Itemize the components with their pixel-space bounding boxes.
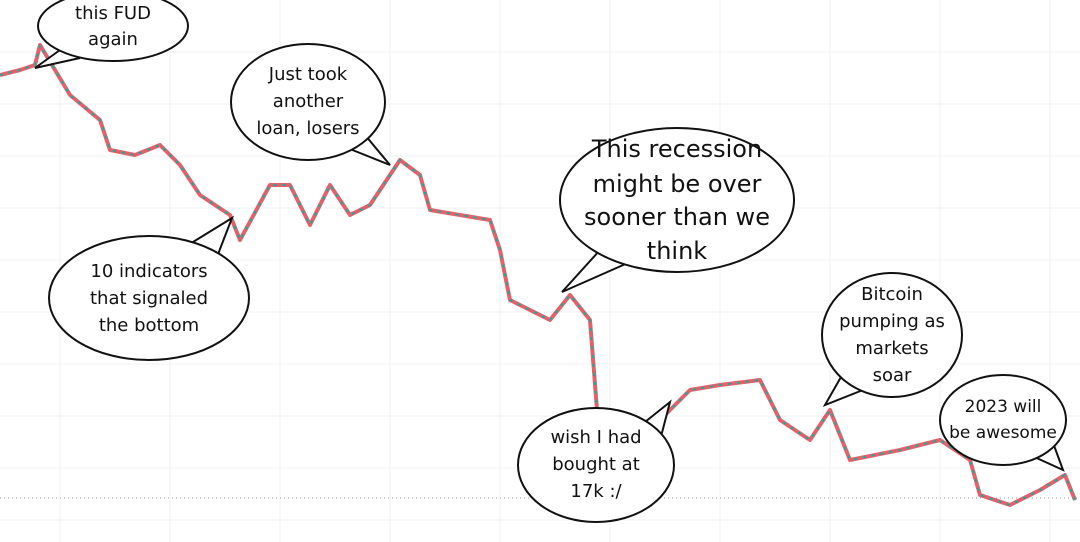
bubble-text: Bitcoin: [861, 284, 923, 305]
bubble-text: sooner than we: [584, 203, 770, 231]
price-trace-up: [0, 44, 1076, 506]
bubble: Just took another loan, losers: [230, 43, 391, 166]
bubble: Bitcoin pumping as markets soar: [821, 272, 963, 407]
bubble-text: 17k :/: [570, 481, 622, 502]
bubble: 2023 will be awesome: [939, 374, 1067, 472]
bubble-text: this FUD: [75, 3, 151, 24]
bubble-text: 10 indicators: [90, 261, 207, 282]
bubble-text: 2023 will: [965, 397, 1042, 417]
bubble: 10 indicators that signaled the bottom: [48, 215, 250, 361]
bubble-text: wish I had: [550, 427, 641, 448]
bubble-text: another: [273, 91, 344, 112]
bubble: This recession might be over sooner than…: [559, 127, 795, 293]
bubble-text: the bottom: [99, 315, 199, 336]
bubble-text: pumping as: [839, 311, 945, 332]
bubble-text: think: [647, 237, 708, 265]
bubble-text: This recession: [591, 135, 762, 163]
bubble-text: loan, losers: [256, 118, 359, 139]
bubble-text: markets: [855, 338, 928, 359]
bubble-text: be awesome: [949, 423, 1057, 443]
bubble-text: Just took: [268, 64, 348, 85]
bubble-text: again: [88, 29, 138, 50]
bubble-text: might be over: [593, 170, 762, 198]
bubble-text: soar: [873, 365, 912, 386]
bubble: wish I had bought at 17k :/: [517, 399, 675, 523]
bubble: this FUD again: [34, 0, 189, 69]
bubble-text: that signaled: [90, 288, 208, 309]
bubble-text: bought at: [552, 454, 640, 475]
